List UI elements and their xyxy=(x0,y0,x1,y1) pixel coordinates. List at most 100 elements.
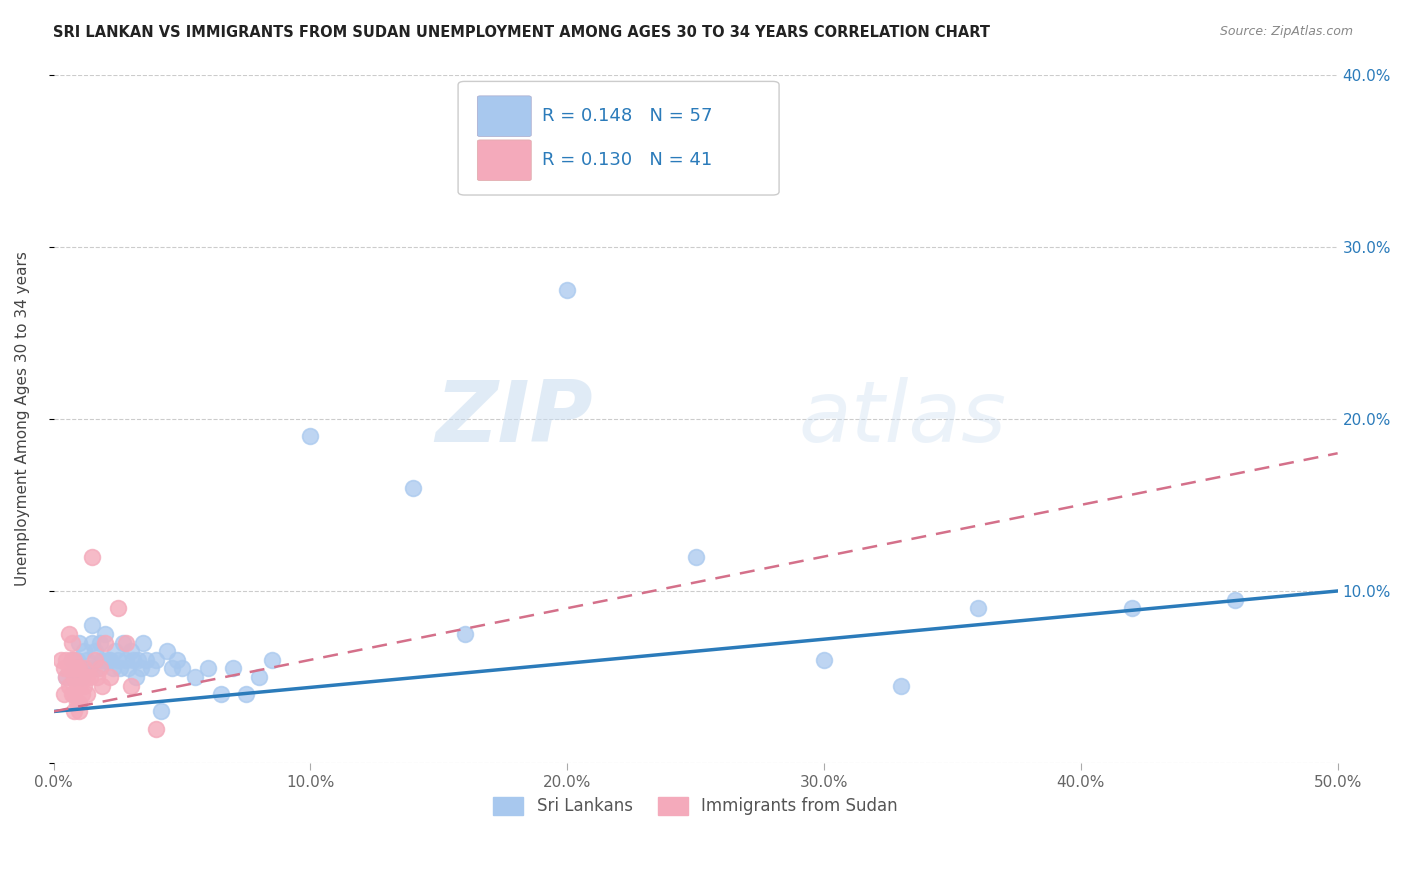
Point xyxy=(63,705,86,719)
Point xyxy=(120,679,142,693)
Point xyxy=(58,627,80,641)
Point xyxy=(67,661,90,675)
Point xyxy=(155,644,177,658)
Point xyxy=(91,653,114,667)
Point xyxy=(96,653,118,667)
Point xyxy=(104,644,127,658)
Point xyxy=(63,670,86,684)
Point xyxy=(141,661,163,675)
Point xyxy=(70,687,93,701)
Point xyxy=(150,705,173,719)
Point xyxy=(55,653,77,667)
Point xyxy=(120,644,142,658)
Point xyxy=(127,653,149,667)
Point xyxy=(184,670,207,684)
Point xyxy=(122,653,145,667)
FancyBboxPatch shape xyxy=(478,140,531,180)
Point xyxy=(86,661,108,675)
Point xyxy=(89,661,111,675)
Point xyxy=(60,687,83,701)
Point xyxy=(60,653,83,667)
Point xyxy=(58,661,80,675)
Point xyxy=(73,644,96,658)
Point xyxy=(101,661,124,675)
Point xyxy=(60,635,83,649)
Point xyxy=(209,687,232,701)
Point xyxy=(1223,592,1246,607)
Point xyxy=(60,661,83,675)
Point xyxy=(82,549,104,564)
Point xyxy=(73,661,96,675)
Point xyxy=(145,722,167,736)
Point xyxy=(66,661,89,675)
Point xyxy=(73,679,96,693)
Point xyxy=(66,653,89,667)
Point xyxy=(135,653,157,667)
Point xyxy=(70,670,93,684)
Point xyxy=(235,687,257,701)
Point xyxy=(685,549,707,564)
Point xyxy=(63,687,86,701)
Text: atlas: atlas xyxy=(799,377,1007,460)
Point xyxy=(91,679,114,693)
FancyBboxPatch shape xyxy=(478,95,531,136)
Point xyxy=(82,635,104,649)
Text: ZIP: ZIP xyxy=(436,377,593,460)
Point xyxy=(132,635,155,649)
Point xyxy=(67,696,90,710)
Point xyxy=(51,653,73,667)
Point xyxy=(107,601,129,615)
Point xyxy=(98,670,121,684)
Point xyxy=(66,696,89,710)
Point xyxy=(117,661,139,675)
Point xyxy=(67,661,90,675)
Point xyxy=(967,601,990,615)
Point xyxy=(70,670,93,684)
Point xyxy=(166,653,188,667)
Point xyxy=(129,661,152,675)
Point xyxy=(160,661,183,675)
Text: SRI LANKAN VS IMMIGRANTS FROM SUDAN UNEMPLOYMENT AMONG AGES 30 TO 34 YEARS CORRE: SRI LANKAN VS IMMIGRANTS FROM SUDAN UNEM… xyxy=(53,25,990,40)
Point xyxy=(111,635,134,649)
Point xyxy=(76,653,98,667)
Point xyxy=(76,687,98,701)
Point xyxy=(94,635,117,649)
Point xyxy=(402,481,425,495)
Point xyxy=(125,670,148,684)
Point xyxy=(145,653,167,667)
Y-axis label: Unemployment Among Ages 30 to 34 years: Unemployment Among Ages 30 to 34 years xyxy=(15,252,30,586)
Point xyxy=(82,618,104,632)
Point xyxy=(52,661,75,675)
Point xyxy=(114,635,136,649)
Point xyxy=(453,627,475,641)
Point xyxy=(55,670,77,684)
Point xyxy=(94,627,117,641)
Text: R = 0.148   N = 57: R = 0.148 N = 57 xyxy=(541,107,711,125)
Legend: Sri Lankans, Immigrants from Sudan: Sri Lankans, Immigrants from Sudan xyxy=(485,789,905,823)
Point xyxy=(66,679,89,693)
Point xyxy=(86,670,108,684)
Point xyxy=(170,661,193,675)
Point xyxy=(114,653,136,667)
Point xyxy=(55,670,77,684)
Text: R = 0.130   N = 41: R = 0.130 N = 41 xyxy=(541,151,711,169)
Point xyxy=(63,653,86,667)
Point xyxy=(83,653,105,667)
Point xyxy=(260,653,283,667)
Point xyxy=(76,670,98,684)
Point xyxy=(63,670,86,684)
Point xyxy=(890,679,912,693)
Point xyxy=(107,653,129,667)
Point xyxy=(67,679,90,693)
Point xyxy=(60,653,83,667)
Point xyxy=(555,283,578,297)
Point xyxy=(58,679,80,693)
Point xyxy=(52,687,75,701)
Point xyxy=(83,644,105,658)
Point xyxy=(813,653,835,667)
Text: Source: ZipAtlas.com: Source: ZipAtlas.com xyxy=(1219,25,1353,38)
Point xyxy=(222,661,245,675)
Point xyxy=(197,661,219,675)
Point xyxy=(110,661,132,675)
Point xyxy=(1121,601,1143,615)
